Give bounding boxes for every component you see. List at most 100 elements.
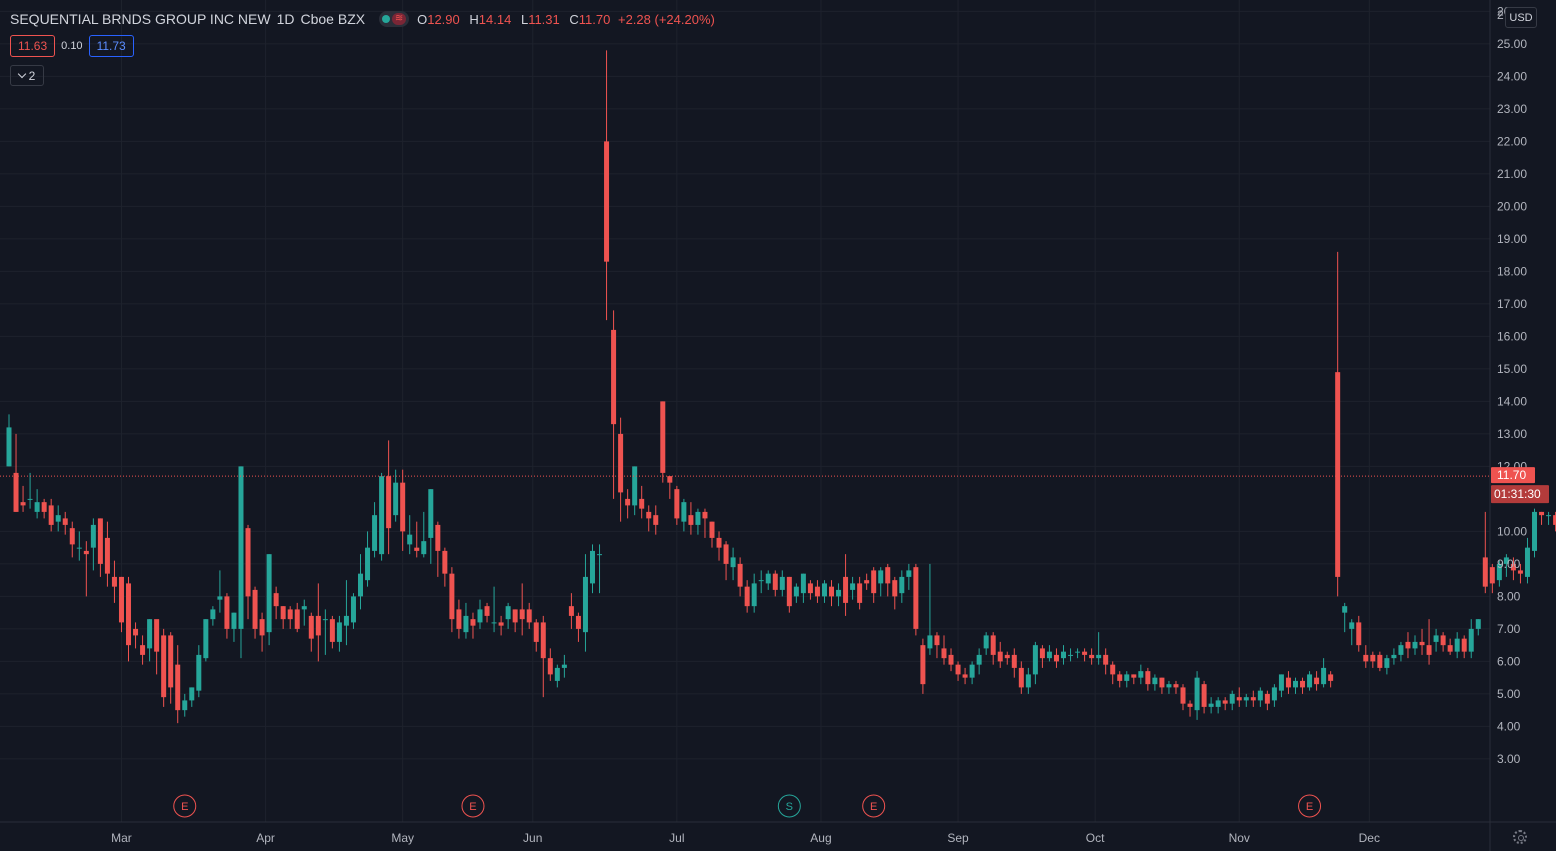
candle-body	[582, 576, 588, 633]
candle-body	[793, 586, 799, 597]
earnings-event-marker[interactable]	[862, 794, 886, 818]
candle-body	[779, 576, 785, 590]
candle-body	[126, 583, 132, 646]
candle-body	[301, 606, 307, 610]
candle-body	[315, 615, 321, 636]
candle-body	[976, 654, 982, 665]
indicators-toggle-button[interactable]: 2	[10, 65, 44, 86]
time-tick-label: Jun	[523, 831, 542, 845]
candle-body	[646, 511, 652, 519]
gear-icon[interactable]	[1513, 830, 1527, 844]
candle-body	[688, 515, 694, 525]
candle-body	[1061, 651, 1066, 659]
candle-body	[1510, 563, 1516, 571]
bid-button[interactable]: 11.63	[10, 35, 56, 57]
candle-body	[175, 664, 181, 711]
candle-body	[259, 619, 265, 636]
time-tick-label: Dec	[1359, 831, 1380, 845]
candle-body	[414, 547, 420, 551]
candle-body	[962, 674, 968, 678]
candle-body	[421, 541, 427, 555]
candle-body	[273, 593, 279, 607]
candle-body	[1131, 674, 1137, 678]
close-label: C	[569, 11, 579, 27]
candle-body	[1039, 648, 1045, 659]
candle-body	[1482, 557, 1488, 587]
candle-body	[1025, 674, 1031, 688]
price-tick-label: 6.00	[1497, 654, 1521, 668]
candle-body	[13, 472, 19, 512]
price-tick-label: 25.00	[1497, 37, 1527, 51]
split-event-marker[interactable]	[777, 794, 801, 818]
candle-body	[660, 401, 666, 473]
spread-value: 0.10	[61, 40, 83, 52]
market-status-pill[interactable]: ≋	[379, 11, 410, 27]
candle-body	[491, 622, 497, 624]
candle-body	[653, 515, 659, 525]
open-value: 12.90	[427, 11, 460, 27]
candle-body	[147, 619, 153, 649]
candle-body	[1517, 570, 1523, 574]
candle-body	[604, 141, 610, 262]
candle-body	[358, 573, 363, 597]
candle-body	[618, 433, 624, 493]
candle-body	[871, 570, 877, 594]
candle-body	[1307, 674, 1313, 688]
candle-body	[681, 502, 687, 522]
candle-body	[435, 524, 441, 551]
candle-body	[955, 664, 961, 675]
time-tick-label: Apr	[256, 831, 275, 845]
candle-body	[393, 482, 399, 516]
candle-body	[336, 622, 342, 642]
chevron-down-icon	[17, 69, 26, 79]
candle-body	[365, 547, 371, 581]
candle-body	[1440, 635, 1446, 646]
candle-body	[892, 580, 898, 597]
candle-body	[1264, 693, 1270, 704]
candle-body	[625, 498, 631, 506]
candle-body	[407, 534, 413, 545]
candle-body	[1159, 677, 1165, 688]
event-marker-label: E	[181, 801, 188, 813]
ohlc-values: O12.90 H14.14 L11.31 C11.70 +2.28 (+24.2…	[417, 12, 715, 27]
candle-body	[224, 596, 230, 629]
candle-body	[456, 609, 462, 629]
candle-body	[1447, 645, 1453, 652]
candle-body	[245, 528, 251, 597]
candle-body	[238, 466, 244, 629]
low-value: 11.31	[528, 11, 560, 27]
candle-body	[6, 427, 12, 467]
ask-button[interactable]: 11.73	[88, 35, 134, 57]
candle-body	[1384, 658, 1390, 668]
event-marker-label: S	[786, 801, 793, 813]
candle-body	[948, 654, 954, 665]
candle-body	[934, 635, 940, 646]
candle-body	[519, 609, 525, 620]
currency-button[interactable]: USD	[1505, 7, 1537, 28]
candle-body	[836, 589, 842, 597]
candle-body	[34, 502, 40, 512]
candle-body	[702, 511, 708, 519]
earnings-event-marker[interactable]	[173, 794, 197, 818]
candle-body	[1075, 651, 1081, 653]
earnings-event-marker[interactable]	[461, 794, 485, 818]
candle-body	[639, 498, 645, 509]
candle-body	[1539, 511, 1545, 516]
candle-body	[154, 619, 160, 652]
candle-body	[885, 567, 891, 584]
interval-label[interactable]: 1D	[276, 11, 295, 27]
candle-body	[744, 586, 750, 607]
candle-body	[1166, 684, 1172, 688]
symbol-name[interactable]: SEQUENTIAL BRNDS GROUP INC NEW	[10, 11, 271, 27]
candle-body	[941, 648, 947, 659]
candle-body	[1208, 703, 1214, 707]
candle-body	[1300, 680, 1306, 688]
earnings-event-marker[interactable]	[1298, 794, 1322, 818]
price-tick-label: 18.00	[1497, 264, 1527, 278]
candle-body	[1243, 697, 1249, 701]
candle-body	[1461, 638, 1467, 652]
candle-body	[723, 544, 729, 564]
candle-body	[1082, 651, 1088, 655]
bid-ask-widget: 11.63 0.10 11.73	[10, 35, 134, 57]
